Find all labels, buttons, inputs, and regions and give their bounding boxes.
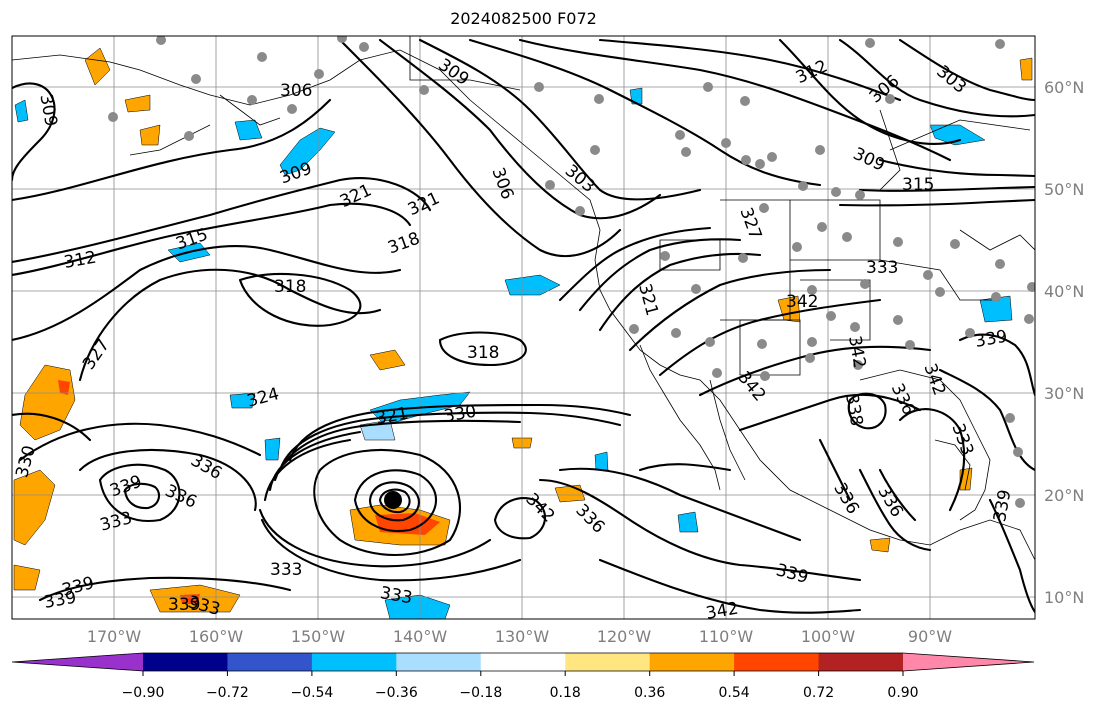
contour-label: 333 (270, 560, 302, 580)
colorbar-tick-label: −0.54 (290, 685, 333, 701)
colorbar-segment (480, 653, 566, 671)
shade-orange (124, 94, 151, 113)
latitude-label: 20°N (1044, 486, 1084, 505)
colorbar-tick-label: −0.90 (122, 685, 165, 701)
colorbar-segment (649, 653, 735, 671)
contour-label: 318 (274, 277, 306, 297)
contour-label: 342 (704, 599, 739, 624)
shade-blue (677, 511, 699, 533)
shade-red (375, 513, 440, 535)
colorbar-segments (12, 653, 1034, 671)
contour-label: 318 (467, 343, 499, 363)
colorbar-tick-label: −0.36 (375, 685, 418, 701)
shade-orange (13, 469, 56, 546)
longitude-label: 160°W (189, 627, 244, 646)
cyclone-center (384, 491, 402, 509)
map-content (12, 36, 1035, 619)
contour-label: 315 (902, 175, 934, 195)
map-panel (12, 36, 1035, 619)
colorbar-ticks (142, 671, 904, 676)
longitude-label: 120°W (597, 627, 652, 646)
colorbar-segment (565, 653, 651, 671)
colorbar-segment (818, 653, 904, 671)
latitude-axis: 60°N 50°N 40°N 30°N 20°N 10°N (1044, 78, 1084, 607)
colorbar-segment (143, 653, 228, 671)
contours (12, 38, 1035, 614)
longitude-label: 100°W (801, 627, 856, 646)
shade-blue (384, 594, 451, 619)
latitude-label: 10°N (1044, 588, 1084, 607)
colorbar-segment (396, 653, 482, 671)
colorbar-tick-label: −0.18 (459, 685, 502, 701)
coastlines (12, 36, 1035, 561)
colorbar-tick-labels: −0.90 −0.72 −0.54 −0.36 −0.18 0.18 0.36 … (122, 685, 919, 701)
shade-red (180, 594, 200, 604)
shade-blue (629, 87, 643, 105)
longitude-label: 130°W (495, 627, 550, 646)
contour-label: 333 (866, 258, 898, 278)
longitude-label: 90°W (908, 627, 952, 646)
longitude-label: 150°W (291, 627, 346, 646)
latitude-label: 60°N (1044, 78, 1084, 97)
map-border (11, 35, 1036, 620)
map-title: 2024082500 F072 (450, 9, 597, 28)
shade-blue (929, 124, 986, 146)
colorbar-tick-label: 0.36 (634, 685, 665, 701)
latitude-label: 40°N (1044, 282, 1084, 301)
colorbar-extension-low (12, 653, 143, 671)
shade-orange (554, 484, 586, 503)
shade-orange (869, 537, 891, 553)
shade-blue (234, 119, 263, 141)
shade-blue (229, 392, 256, 409)
colorbar-tick-label: 0.72 (803, 685, 834, 701)
colorbar-tick-label: 0.90 (887, 685, 918, 701)
longitude-label: 110°W (699, 627, 754, 646)
shade-blue (504, 274, 561, 296)
shade-orange (1019, 57, 1033, 81)
contour-label: 339 (168, 595, 200, 615)
shade-orange (13, 564, 41, 591)
colorbar-tick-label: −0.72 (206, 685, 249, 701)
colorbar-tick-label: 0.54 (719, 685, 750, 701)
observation-points (108, 36, 1035, 508)
shade-blue (279, 127, 336, 176)
contour-label: 306 (280, 81, 312, 101)
shade-red (58, 380, 70, 395)
contour-label: 342 (786, 292, 818, 312)
colorbar-segment (227, 653, 313, 671)
shade-orange (369, 349, 406, 371)
shade-blue (264, 437, 281, 461)
colorbar-tick-label: 0.18 (550, 685, 581, 701)
shade-blue (14, 99, 29, 123)
colorbar-segment (311, 653, 397, 671)
shade-orange (139, 124, 161, 146)
longitude-label: 140°W (393, 627, 448, 646)
shade-orange (84, 47, 111, 86)
latitude-label: 30°N (1044, 384, 1084, 403)
shade-blue (594, 451, 609, 471)
latitude-label: 50°N (1044, 180, 1084, 199)
longitude-axis: 170°W 160°W 150°W 140°W 130°W 120°W 110°… (87, 627, 952, 646)
longitude-label: 170°W (87, 627, 142, 646)
colorbar-segment (734, 653, 820, 671)
colorbar-extension-high (903, 653, 1034, 671)
colorbar: −0.90 −0.72 −0.54 −0.36 −0.18 0.18 0.36 … (11, 652, 1035, 701)
